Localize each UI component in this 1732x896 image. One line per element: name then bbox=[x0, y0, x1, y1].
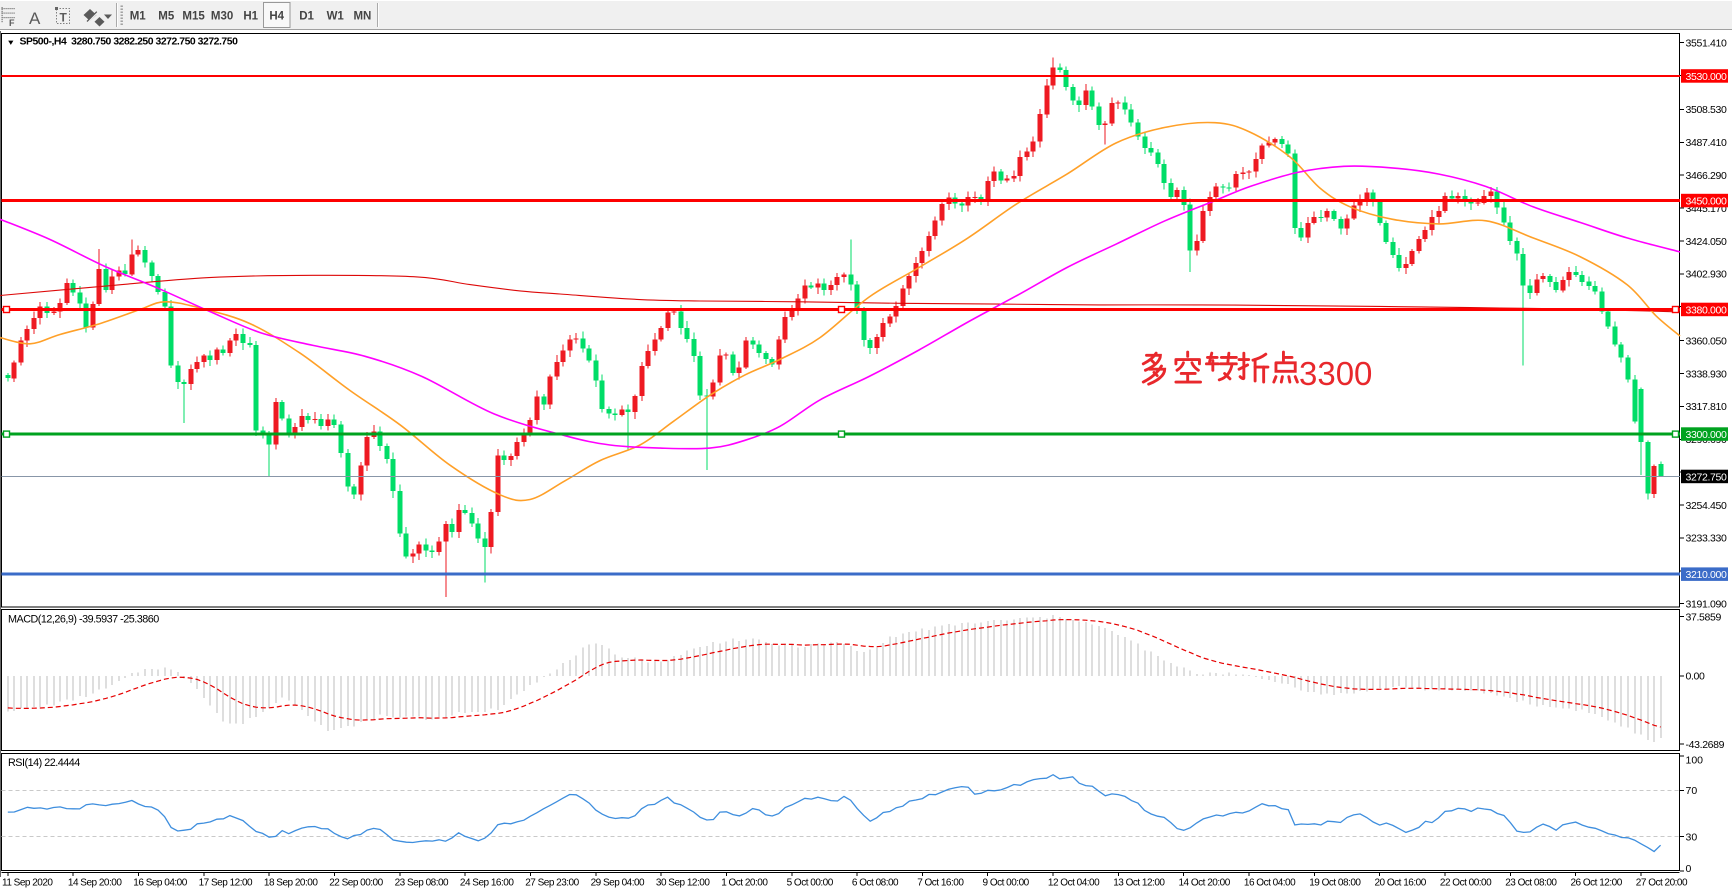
svg-text:22 Sep 00:00: 22 Sep 00:00 bbox=[329, 878, 383, 889]
svg-text:W1: W1 bbox=[327, 11, 345, 23]
svg-text:3191.090: 3191.090 bbox=[1686, 599, 1728, 611]
svg-text:100: 100 bbox=[1686, 755, 1704, 767]
svg-text:14 Sep 20:00: 14 Sep 20:00 bbox=[68, 878, 122, 889]
svg-text:23 Oct 08:00: 23 Oct 08:00 bbox=[1505, 878, 1557, 889]
svg-text:RSI(14) 22.4444: RSI(14) 22.4444 bbox=[8, 757, 80, 769]
svg-text:D1: D1 bbox=[299, 11, 314, 23]
svg-text:27 Sep 23:00: 27 Sep 23:00 bbox=[525, 878, 579, 889]
svg-text:70: 70 bbox=[1686, 785, 1698, 797]
svg-text:3530.000: 3530.000 bbox=[1686, 71, 1728, 83]
svg-text:29 Sep 04:00: 29 Sep 04:00 bbox=[591, 878, 645, 889]
svg-text:3466.290: 3466.290 bbox=[1686, 170, 1728, 182]
svg-text:M15: M15 bbox=[182, 11, 205, 23]
svg-text:26 Oct 12:00: 26 Oct 12:00 bbox=[1571, 878, 1623, 889]
svg-text:3380.000: 3380.000 bbox=[1686, 304, 1728, 316]
svg-text:16 Sep 04:00: 16 Sep 04:00 bbox=[133, 878, 187, 889]
svg-text:18 Sep 20:00: 18 Sep 20:00 bbox=[264, 878, 318, 889]
svg-text:3272.750: 3272.750 bbox=[1686, 471, 1728, 483]
svg-text:H4: H4 bbox=[269, 11, 284, 23]
svg-text:24 Sep 16:00: 24 Sep 16:00 bbox=[460, 878, 514, 889]
svg-text:23 Sep 08:00: 23 Sep 08:00 bbox=[395, 878, 449, 889]
svg-text:0: 0 bbox=[1686, 863, 1692, 875]
svg-text:M30: M30 bbox=[211, 11, 233, 23]
svg-text:MN: MN bbox=[353, 11, 371, 23]
svg-text:3551.410: 3551.410 bbox=[1686, 38, 1728, 50]
svg-text:H1: H1 bbox=[243, 11, 258, 23]
svg-text:6 Oct 08:00: 6 Oct 08:00 bbox=[852, 878, 899, 889]
svg-text:3300: 3300 bbox=[1299, 355, 1372, 392]
svg-text:16 Oct 04:00: 16 Oct 04:00 bbox=[1244, 878, 1296, 889]
svg-text:3233.330: 3233.330 bbox=[1686, 533, 1728, 545]
svg-text:7 Oct 16:00: 7 Oct 16:00 bbox=[917, 878, 964, 889]
svg-text:F: F bbox=[9, 18, 15, 28]
svg-text:30: 30 bbox=[1686, 831, 1698, 843]
svg-text:20 Oct 16:00: 20 Oct 16:00 bbox=[1375, 878, 1427, 889]
svg-text:30 Sep 12:00: 30 Sep 12:00 bbox=[656, 878, 710, 889]
svg-text:-43.2689: -43.2689 bbox=[1686, 739, 1725, 751]
svg-text:11 Sep 2020: 11 Sep 2020 bbox=[2, 878, 53, 889]
svg-text:1 Oct 20:00: 1 Oct 20:00 bbox=[721, 878, 768, 889]
svg-text:3360.050: 3360.050 bbox=[1686, 335, 1728, 347]
svg-text:3424.050: 3424.050 bbox=[1686, 236, 1728, 248]
svg-text:3254.450: 3254.450 bbox=[1686, 500, 1728, 512]
svg-text:13 Oct 12:00: 13 Oct 12:00 bbox=[1113, 878, 1165, 889]
svg-text:3338.930: 3338.930 bbox=[1686, 368, 1728, 380]
svg-text:19 Oct 08:00: 19 Oct 08:00 bbox=[1309, 878, 1361, 889]
svg-text:9 Oct 00:00: 9 Oct 00:00 bbox=[983, 878, 1030, 889]
svg-text:37.5859: 37.5859 bbox=[1686, 611, 1722, 623]
svg-text:12 Oct 04:00: 12 Oct 04:00 bbox=[1048, 878, 1100, 889]
svg-text:3402.930: 3402.930 bbox=[1686, 269, 1728, 281]
svg-text:22 Oct 00:00: 22 Oct 00:00 bbox=[1440, 878, 1492, 889]
svg-text:M5: M5 bbox=[158, 11, 175, 23]
svg-text:3317.810: 3317.810 bbox=[1686, 401, 1728, 413]
svg-text:3508.530: 3508.530 bbox=[1686, 104, 1728, 116]
svg-text:14 Oct 20:00: 14 Oct 20:00 bbox=[1179, 878, 1231, 889]
svg-text:SP500-,H4 3280.750 3282.250 3: SP500-,H4 3280.750 3282.250 3272.750 327… bbox=[20, 37, 239, 48]
svg-text:MACD(12,26,9) -39.5937 -25.386: MACD(12,26,9) -39.5937 -25.3860 bbox=[8, 614, 159, 626]
svg-text:27 Oct 20:00: 27 Oct 20:00 bbox=[1636, 878, 1688, 889]
svg-text:5 Oct 00:00: 5 Oct 00:00 bbox=[787, 878, 834, 889]
svg-text:3300.000: 3300.000 bbox=[1686, 429, 1728, 441]
svg-text:M1: M1 bbox=[130, 11, 147, 23]
svg-text:3487.410: 3487.410 bbox=[1686, 137, 1728, 149]
svg-text:A: A bbox=[29, 9, 41, 28]
svg-text:17 Sep 12:00: 17 Sep 12:00 bbox=[199, 878, 253, 889]
svg-text:T: T bbox=[60, 11, 68, 25]
svg-text:0.00: 0.00 bbox=[1686, 671, 1706, 683]
svg-text:3450.000: 3450.000 bbox=[1686, 196, 1728, 208]
svg-text:3210.000: 3210.000 bbox=[1686, 569, 1728, 581]
